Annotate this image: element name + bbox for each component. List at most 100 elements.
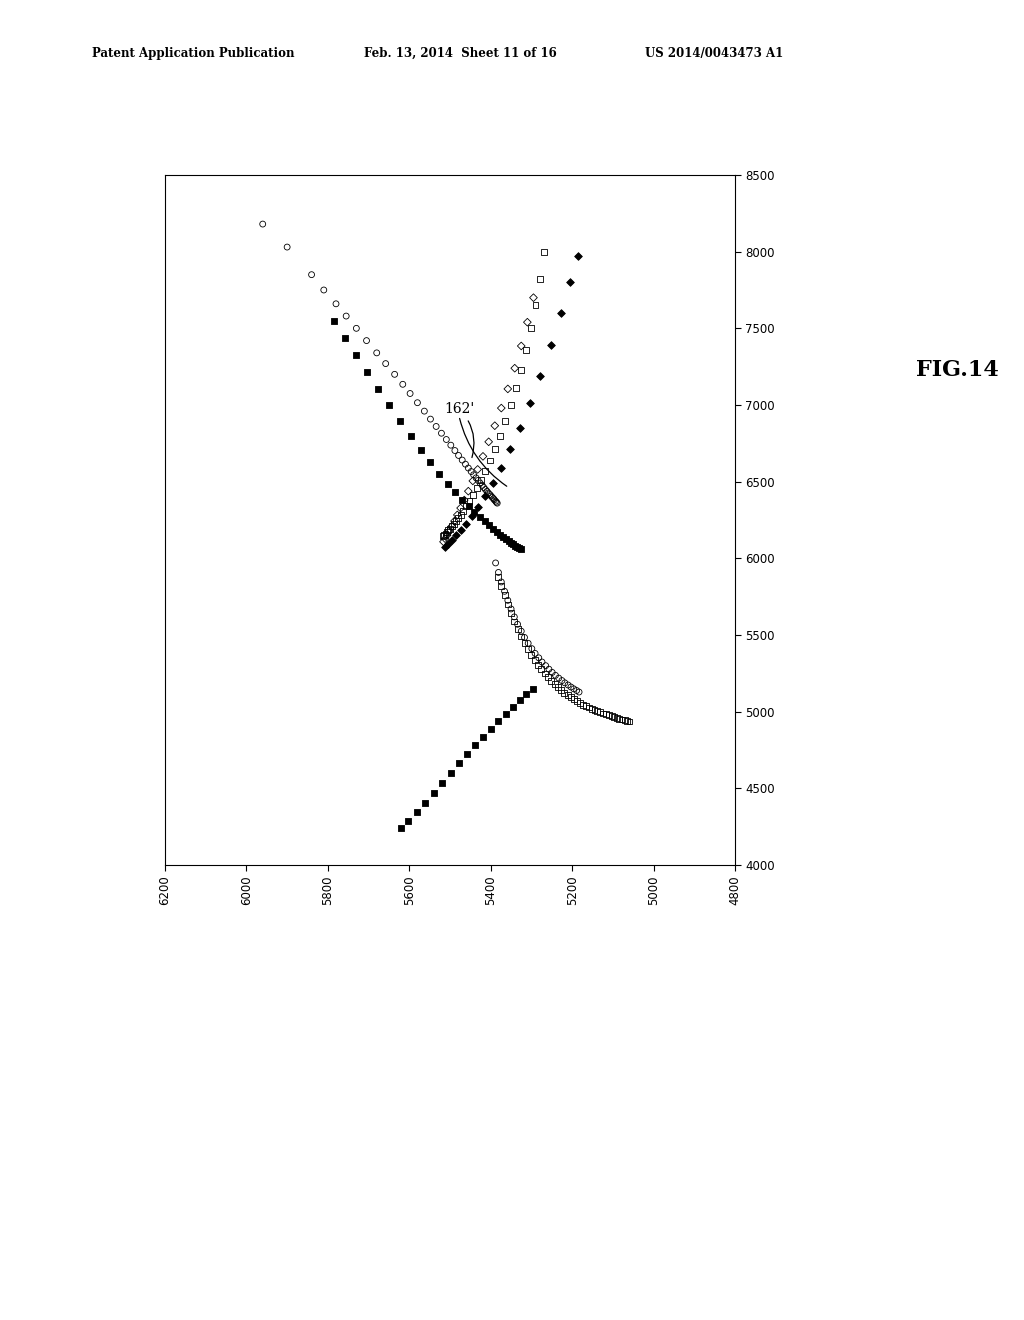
Point bbox=[537, 663, 553, 684]
Point bbox=[460, 480, 476, 502]
Point bbox=[523, 638, 540, 659]
Point bbox=[488, 491, 505, 512]
Point bbox=[458, 513, 474, 535]
Point bbox=[531, 269, 548, 290]
Point bbox=[443, 516, 460, 537]
Point bbox=[520, 632, 537, 653]
Point bbox=[441, 520, 458, 541]
Point bbox=[508, 378, 524, 399]
Point bbox=[565, 689, 582, 710]
Point bbox=[437, 528, 454, 549]
Point bbox=[469, 478, 485, 499]
Point bbox=[279, 236, 295, 257]
Point bbox=[543, 671, 559, 692]
Point bbox=[471, 507, 487, 528]
Point bbox=[500, 594, 516, 615]
Point bbox=[556, 682, 572, 704]
Point bbox=[255, 214, 271, 235]
Point bbox=[431, 463, 447, 484]
Point bbox=[492, 425, 508, 446]
Point bbox=[532, 366, 549, 387]
Point bbox=[505, 696, 521, 717]
Point bbox=[441, 517, 458, 539]
Point bbox=[498, 411, 514, 432]
Point bbox=[513, 620, 529, 642]
Point bbox=[438, 521, 455, 543]
Point bbox=[454, 450, 470, 471]
Point bbox=[516, 632, 532, 653]
Point bbox=[595, 704, 611, 725]
Point bbox=[502, 440, 518, 461]
Point bbox=[451, 445, 467, 466]
Text: US 2014/0043473 A1: US 2014/0043473 A1 bbox=[645, 46, 783, 59]
Point bbox=[601, 705, 617, 726]
Point bbox=[570, 681, 587, 702]
Point bbox=[315, 280, 332, 301]
Point bbox=[458, 454, 474, 475]
Point bbox=[598, 704, 614, 725]
Point bbox=[540, 667, 556, 688]
Point bbox=[606, 706, 623, 727]
Point bbox=[470, 470, 486, 491]
Point bbox=[465, 470, 481, 491]
Point bbox=[481, 450, 498, 471]
Point bbox=[450, 508, 466, 529]
Point bbox=[338, 305, 354, 326]
Point bbox=[554, 671, 570, 692]
Point bbox=[497, 581, 513, 602]
Point bbox=[475, 477, 492, 498]
Point bbox=[523, 644, 540, 665]
Point bbox=[437, 523, 454, 544]
Point bbox=[527, 643, 544, 664]
Point bbox=[513, 359, 529, 380]
Point bbox=[527, 294, 544, 315]
Point bbox=[381, 395, 397, 416]
Point bbox=[461, 495, 477, 516]
Point bbox=[446, 440, 463, 461]
Point bbox=[486, 490, 503, 511]
Point bbox=[466, 465, 482, 486]
Point bbox=[526, 649, 543, 671]
Point bbox=[538, 655, 554, 676]
Point bbox=[453, 498, 469, 519]
Point bbox=[581, 697, 597, 718]
Text: Feb. 13, 2014  Sheet 11 of 16: Feb. 13, 2014 Sheet 11 of 16 bbox=[364, 46, 556, 59]
Point bbox=[438, 429, 455, 450]
Point bbox=[451, 752, 467, 774]
Point bbox=[400, 810, 417, 832]
Point bbox=[477, 486, 494, 507]
Point bbox=[443, 516, 460, 537]
Point bbox=[475, 726, 492, 747]
Point bbox=[557, 672, 573, 693]
Point bbox=[453, 519, 469, 540]
Point bbox=[487, 552, 504, 573]
Point bbox=[473, 470, 489, 491]
Point bbox=[456, 500, 472, 521]
Point bbox=[589, 701, 605, 722]
Point bbox=[500, 379, 516, 400]
Point bbox=[511, 690, 527, 711]
Point bbox=[512, 417, 528, 438]
Point bbox=[442, 763, 459, 784]
Point bbox=[505, 533, 521, 554]
Point bbox=[618, 710, 635, 731]
Point bbox=[569, 690, 586, 711]
Point bbox=[474, 475, 490, 496]
Point bbox=[541, 659, 557, 680]
Point bbox=[530, 647, 547, 668]
Point bbox=[494, 397, 510, 418]
Point bbox=[402, 425, 419, 446]
Point bbox=[570, 246, 587, 267]
Point bbox=[614, 709, 631, 730]
Point bbox=[503, 598, 519, 619]
Point bbox=[584, 698, 600, 719]
Point bbox=[518, 684, 535, 705]
Point bbox=[592, 702, 608, 723]
Point bbox=[469, 459, 485, 480]
Point bbox=[562, 272, 579, 293]
Point bbox=[553, 302, 569, 323]
Point bbox=[484, 487, 501, 508]
Point bbox=[536, 242, 552, 263]
Point bbox=[477, 461, 494, 482]
Point bbox=[563, 686, 580, 708]
